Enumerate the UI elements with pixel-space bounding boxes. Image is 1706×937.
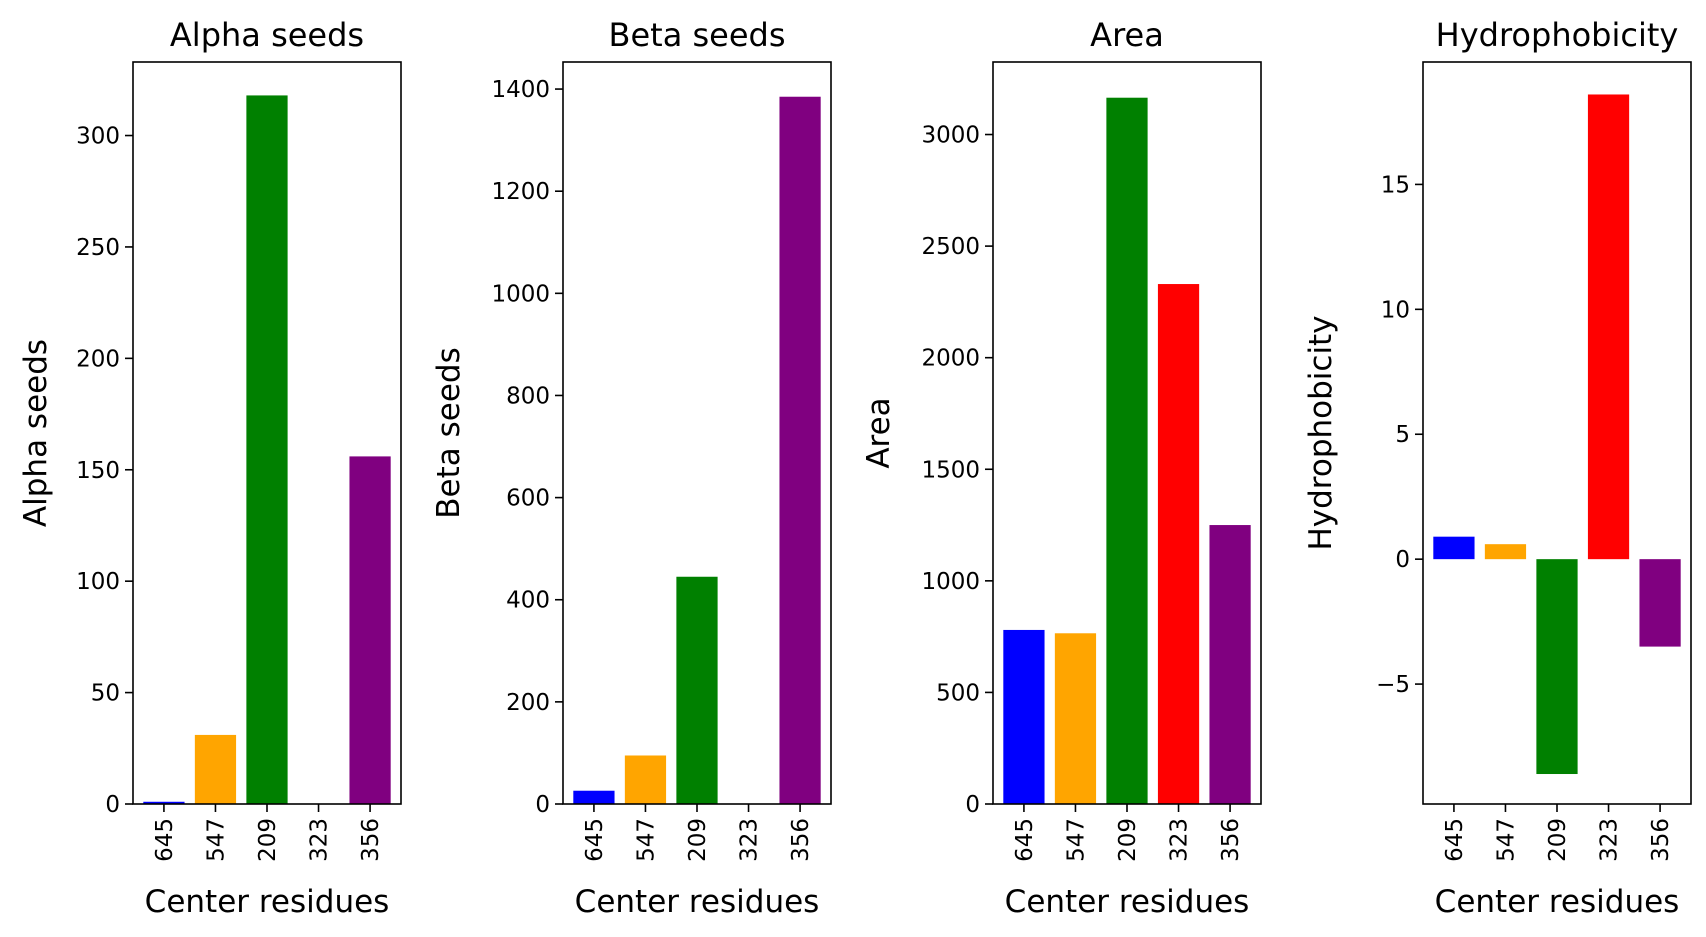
y-tick-label: 50 <box>91 681 120 707</box>
bar-547 <box>1054 633 1097 804</box>
y-tick-label: 300 <box>76 124 120 150</box>
y-tick-label: 150 <box>76 458 120 484</box>
y-tick-label: 1200 <box>491 179 550 205</box>
bar-645 <box>1433 536 1475 560</box>
x-tick-label: 645 <box>1442 818 1468 862</box>
bar-645 <box>573 790 615 804</box>
bar-323 <box>1157 284 1200 804</box>
y-tick-label: 500 <box>936 680 980 706</box>
x-tick-label: 209 <box>1545 818 1571 862</box>
x-tick-label: 209 <box>255 818 281 862</box>
bar-209 <box>246 95 288 805</box>
y-tick-label: 0 <box>965 792 980 818</box>
bar-356 <box>1639 559 1681 647</box>
x-tick-label: 323 <box>1167 818 1193 862</box>
y-tick-label: 10 <box>1381 297 1410 323</box>
x-axis-label: Center residues <box>145 884 390 920</box>
y-tick-label: 200 <box>76 346 120 372</box>
bar-356 <box>349 456 391 804</box>
x-tick-label: 323 <box>737 818 763 862</box>
y-tick-label: 200 <box>506 690 550 716</box>
chart-title: Area <box>1090 16 1164 54</box>
x-tick-label: 547 <box>633 818 659 862</box>
y-tick-label: 0 <box>105 792 120 818</box>
chart-panel-4: −5 0 5 10 15 645 547 209 323 356 Hydrophobicity Cen… <box>1303 16 1692 920</box>
x-axis-label: Center residues <box>575 884 820 920</box>
y-tick-label: 15 <box>1381 172 1410 198</box>
x-tick-label: 645 <box>582 818 608 862</box>
y-tick-label: 800 <box>506 383 550 409</box>
bar-547 <box>194 734 237 804</box>
bar-323 <box>1587 94 1630 560</box>
y-tick-label: 1000 <box>491 281 550 307</box>
x-tick-label: 323 <box>1597 818 1623 862</box>
y-tick-label: −5 <box>1376 672 1410 698</box>
bar-356 <box>779 96 821 805</box>
x-tick-label: 356 <box>1218 818 1244 862</box>
bar-209 <box>1536 559 1578 775</box>
y-tick-label: 600 <box>506 486 550 512</box>
y-tick-label: 1500 <box>921 457 980 483</box>
y-axis-label: Beta seeds <box>431 347 467 518</box>
chart-title: Beta seeds <box>609 16 786 54</box>
y-tick-label: 400 <box>506 588 550 614</box>
x-tick-label: 356 <box>1648 818 1674 862</box>
x-axis-label: Center residues <box>1435 884 1680 920</box>
y-tick-label: 0 <box>535 792 550 818</box>
y-tick-label: 5 <box>1395 422 1410 448</box>
x-tick-label: 356 <box>358 818 384 862</box>
y-tick-label: 100 <box>76 569 120 595</box>
y-tick-label: 0 <box>1395 547 1410 573</box>
x-tick-label: 323 <box>307 818 333 862</box>
y-axis-label: Hydrophobicity <box>1303 315 1339 550</box>
y-axis-label: Alpha seeds <box>18 339 54 527</box>
bar-645 <box>143 801 185 804</box>
x-tick-label: 547 <box>203 818 229 862</box>
bar-356 <box>1209 525 1251 804</box>
bar-209 <box>1106 97 1148 804</box>
y-tick-label: 3000 <box>921 123 980 149</box>
chart-title: Hydrophobicity <box>1436 16 1679 54</box>
x-tick-label: 356 <box>788 818 814 862</box>
bar-209 <box>676 576 718 804</box>
chart-panel-3: 0 500 1000 1500 2000 2500 3000 645 547 209 323 356 A… <box>861 16 1262 920</box>
x-tick-label: 645 <box>1012 818 1038 862</box>
bar-547 <box>1484 544 1527 560</box>
chart-title: Alpha seeds <box>170 16 364 54</box>
x-tick-label: 209 <box>1115 818 1141 862</box>
x-tick-label: 547 <box>1493 818 1519 862</box>
chart-panel-2: 0 200 400 600 800 1000 1200 1400 645 547 209 323 356… <box>431 16 832 920</box>
bar-547 <box>624 755 667 804</box>
y-tick-label: 2500 <box>921 234 980 260</box>
x-tick-label: 209 <box>685 818 711 862</box>
x-axis-label: Center residues <box>1005 884 1250 920</box>
bar-645 <box>1003 629 1045 804</box>
y-tick-label: 1000 <box>921 569 980 595</box>
y-tick-label: 2000 <box>921 346 980 372</box>
y-tick-label: 250 <box>76 235 120 261</box>
x-tick-label: 645 <box>152 818 178 862</box>
y-tick-label: 1400 <box>491 77 550 103</box>
x-tick-label: 547 <box>1063 818 1089 862</box>
chart-panel-1: 0 50 100 150 200 250 300 645 547 209 323 356 Alpha s… <box>18 16 402 920</box>
y-axis-label: Area <box>861 397 897 468</box>
